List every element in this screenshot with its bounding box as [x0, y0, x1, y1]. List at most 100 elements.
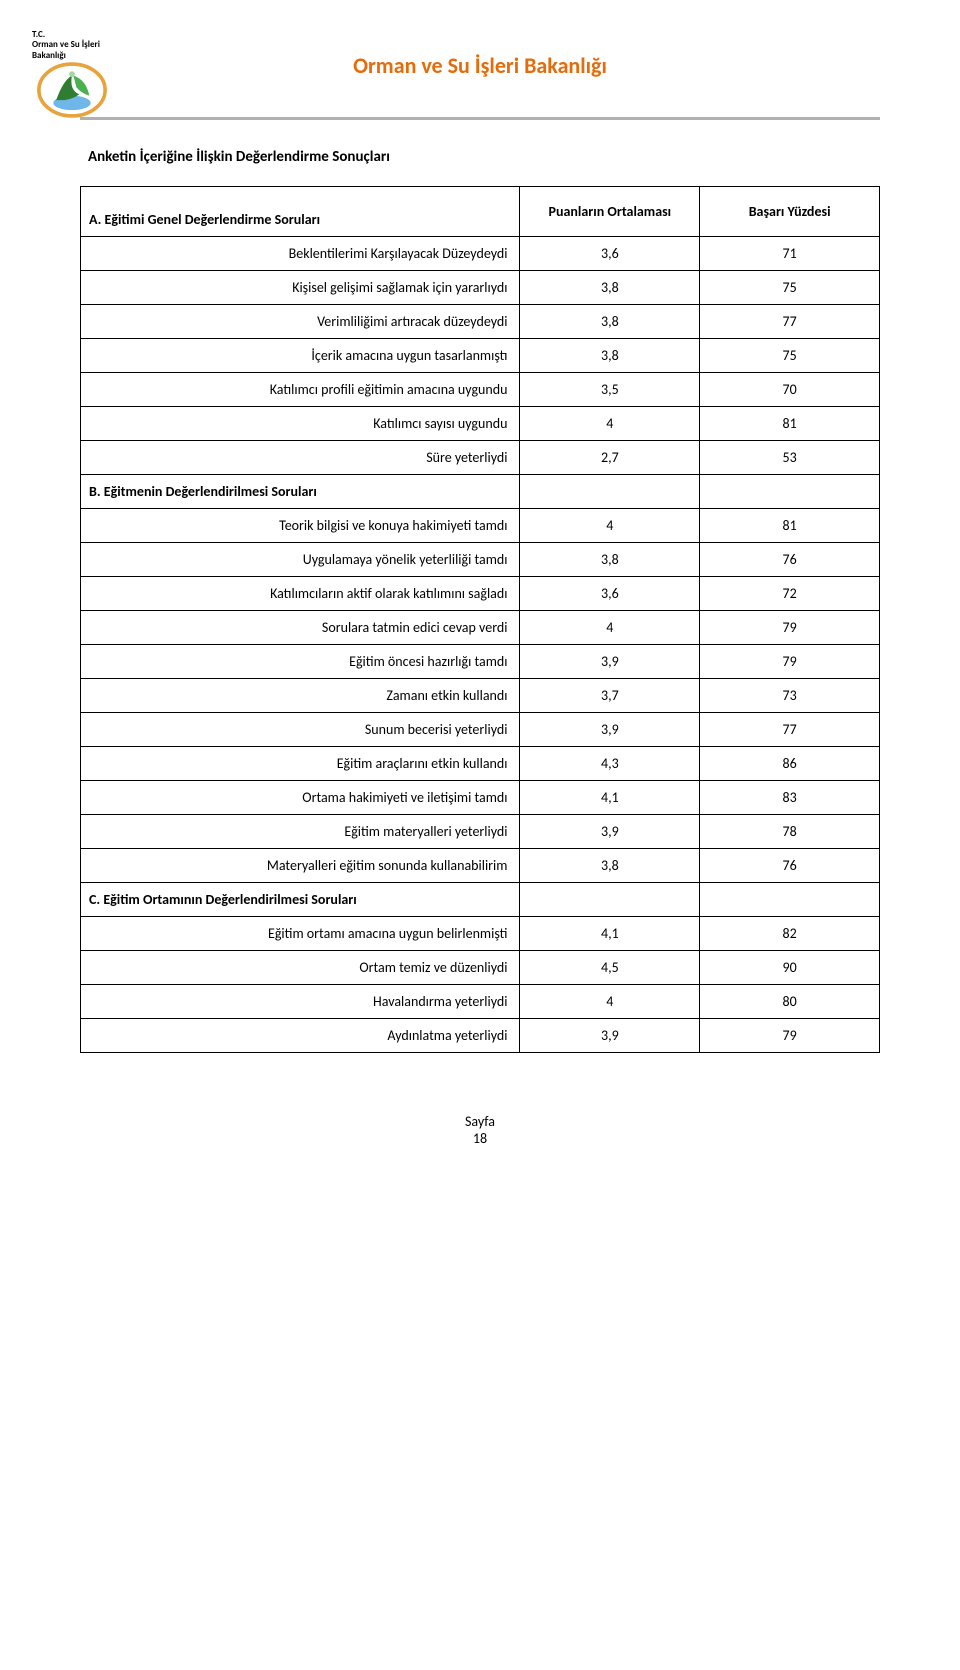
page-header: T.C. Orman ve Su İşleri Bakanlığı Orman … [80, 30, 880, 120]
table-row: Katılımcıların aktif olarak katılımını s… [81, 577, 880, 611]
row-label: Teorik bilgisi ve konuya hakimiyeti tamd… [81, 509, 520, 543]
row-score: 3,9 [520, 1019, 700, 1053]
row-pct: 71 [700, 237, 880, 271]
row-pct: 78 [700, 815, 880, 849]
row-score: 4,3 [520, 747, 700, 781]
table-row: Uygulamaya yönelik yeterliliği tamdı3,87… [81, 543, 880, 577]
row-score: 4,5 [520, 951, 700, 985]
row-pct: 79 [700, 1019, 880, 1053]
footer-page-number: 18 [80, 1130, 880, 1147]
row-score: 3,9 [520, 645, 700, 679]
table-row: Sunum becerisi yeterliydi3,977 [81, 713, 880, 747]
row-label: Ortama hakimiyeti ve iletişimi tamdı [81, 781, 520, 815]
table-row: Havalandırma yeterliydi480 [81, 985, 880, 1019]
row-label: Ortam temiz ve düzenliydi [81, 951, 520, 985]
row-pct: 79 [700, 645, 880, 679]
empty-cell [700, 475, 880, 509]
row-label: Süre yeterliydi [81, 441, 520, 475]
row-score: 3,6 [520, 577, 700, 611]
row-pct: 73 [700, 679, 880, 713]
row-pct: 75 [700, 339, 880, 373]
row-label: Katılımcıların aktif olarak katılımını s… [81, 577, 520, 611]
table-row: Aydınlatma yeterliydi3,979 [81, 1019, 880, 1053]
row-label: Verimliliğimi artıracak düzeydeydi [81, 305, 520, 339]
row-pct: 80 [700, 985, 880, 1019]
row-label: Zamanı etkin kullandı [81, 679, 520, 713]
row-score: 2,7 [520, 441, 700, 475]
row-pct: 86 [700, 747, 880, 781]
row-pct: 70 [700, 373, 880, 407]
page-title: Orman ve Su İşleri Bakanlığı [80, 34, 880, 79]
row-pct: 82 [700, 917, 880, 951]
ministry-logo-icon [36, 61, 108, 119]
table-row: Verimliliğimi artıracak düzeydeydi3,877 [81, 305, 880, 339]
document-page: T.C. Orman ve Su İşleri Bakanlığı Orman … [0, 0, 960, 1187]
row-label: Eğitim ortamı amacına uygun belirlenmişt… [81, 917, 520, 951]
row-label: Katılımcı sayısı uygundu [81, 407, 520, 441]
row-label: Beklentilerimi Karşılayacak Düzeydeydi [81, 237, 520, 271]
row-score: 3,8 [520, 543, 700, 577]
row-score: 3,8 [520, 849, 700, 883]
row-score: 3,8 [520, 271, 700, 305]
table-row: Eğitim ortamı amacına uygun belirlenmişt… [81, 917, 880, 951]
table-row: İçerik amacına uygun tasarlanmıştı3,875 [81, 339, 880, 373]
empty-cell [700, 883, 880, 917]
table-row: Materyalleri eğitim sonunda kullanabilir… [81, 849, 880, 883]
row-label: Materyalleri eğitim sonunda kullanabilir… [81, 849, 520, 883]
table-row: Katılımcı sayısı uygundu481 [81, 407, 880, 441]
table-row: Zamanı etkin kullandı3,773 [81, 679, 880, 713]
row-pct: 81 [700, 407, 880, 441]
table-row: Süre yeterliydi2,753 [81, 441, 880, 475]
row-score: 3,7 [520, 679, 700, 713]
row-pct: 72 [700, 577, 880, 611]
logo-caption-line2: Orman ve Su İşleri [32, 40, 112, 49]
table-row: Beklentilerimi Karşılayacak Düzeydeydi3,… [81, 237, 880, 271]
col-header-score: Puanların Ortalaması [520, 187, 700, 237]
table-row: Eğitim öncesi hazırlığı tamdı3,979 [81, 645, 880, 679]
logo-block: T.C. Orman ve Su İşleri Bakanlığı [32, 30, 112, 119]
row-label: Katılımcı profili eğitimin amacına uygun… [81, 373, 520, 407]
row-label: Havalandırma yeterliydi [81, 985, 520, 1019]
row-score: 4 [520, 985, 700, 1019]
row-pct: 79 [700, 611, 880, 645]
logo-caption-line3: Bakanlığı [32, 51, 112, 60]
section-title: Anketin İçeriğine İlişkin Değerlendirme … [88, 148, 880, 166]
row-score: 3,6 [520, 237, 700, 271]
empty-cell [520, 475, 700, 509]
section-heading: C. Eğitim Ortamının Değerlendirilmesi So… [81, 883, 520, 917]
row-pct: 75 [700, 271, 880, 305]
row-pct: 77 [700, 305, 880, 339]
row-score: 3,5 [520, 373, 700, 407]
row-score: 3,8 [520, 339, 700, 373]
row-label: Sunum becerisi yeterliydi [81, 713, 520, 747]
table-row: Eğitim materyalleri yeterliydi3,978 [81, 815, 880, 849]
table-row: Kişisel gelişimi sağlamak için yararlıyd… [81, 271, 880, 305]
table-row: Katılımcı profili eğitimin amacına uygun… [81, 373, 880, 407]
row-label: Uygulamaya yönelik yeterliliği tamdı [81, 543, 520, 577]
table-row: Eğitim araçlarını etkin kullandı4,386 [81, 747, 880, 781]
footer-label: Sayfa [80, 1113, 880, 1130]
row-label: Eğitim materyalleri yeterliydi [81, 815, 520, 849]
table-row: Ortama hakimiyeti ve iletişimi tamdı4,18… [81, 781, 880, 815]
row-label: Sorulara tatmin edici cevap verdi [81, 611, 520, 645]
row-pct: 76 [700, 849, 880, 883]
section-heading: A. Eğitimi Genel Değerlendirme Soruları [81, 187, 520, 237]
table-row: Sorulara tatmin edici cevap verdi479 [81, 611, 880, 645]
empty-cell [520, 883, 700, 917]
row-pct: 76 [700, 543, 880, 577]
page-footer: Sayfa 18 [80, 1113, 880, 1147]
row-label: İçerik amacına uygun tasarlanmıştı [81, 339, 520, 373]
row-label: Kişisel gelişimi sağlamak için yararlıyd… [81, 271, 520, 305]
row-score: 4 [520, 611, 700, 645]
row-score: 3,9 [520, 713, 700, 747]
row-label: Eğitim öncesi hazırlığı tamdı [81, 645, 520, 679]
row-score: 3,8 [520, 305, 700, 339]
row-pct: 83 [700, 781, 880, 815]
row-score: 3,9 [520, 815, 700, 849]
table-row: Teorik bilgisi ve konuya hakimiyeti tamd… [81, 509, 880, 543]
row-pct: 81 [700, 509, 880, 543]
row-pct: 53 [700, 441, 880, 475]
row-score: 4,1 [520, 917, 700, 951]
col-header-pct: Başarı Yüzdesi [700, 187, 880, 237]
row-pct: 77 [700, 713, 880, 747]
